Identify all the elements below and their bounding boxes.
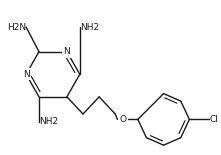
Text: Cl: Cl <box>210 115 219 124</box>
Text: N: N <box>23 70 29 79</box>
Text: H2N: H2N <box>7 22 26 31</box>
Text: NH2: NH2 <box>39 117 58 126</box>
Text: O: O <box>119 115 126 124</box>
Text: NH2: NH2 <box>80 22 99 31</box>
Text: N: N <box>64 47 70 56</box>
